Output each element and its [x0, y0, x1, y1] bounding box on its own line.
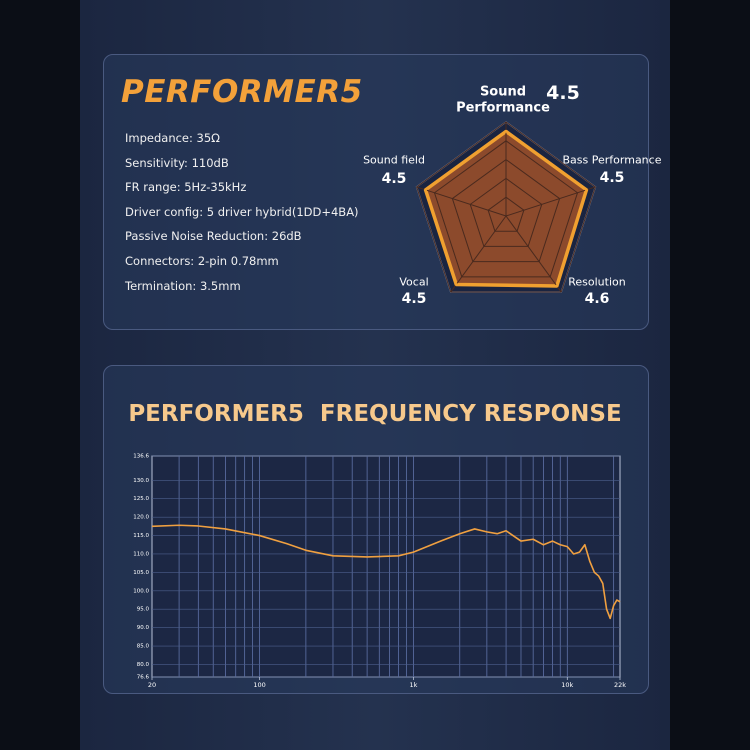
radar-point [555, 284, 559, 288]
x-tick-label: 10k [561, 681, 573, 689]
radar-label: Sound field [363, 153, 425, 167]
radar-ring [451, 158, 561, 263]
radar-label: Vocal [399, 275, 429, 289]
plot-area [151, 455, 621, 678]
y-tick-label: 90.0 [137, 625, 150, 631]
y-tick-label: 85.0 [137, 644, 150, 650]
radar-value: 4.5 [546, 82, 580, 104]
y-tick-label: 120.0 [133, 515, 149, 521]
radar-label: Resolution [568, 275, 626, 289]
y-tick-label: 130.0 [133, 478, 149, 484]
radar-spoke [416, 186, 507, 217]
radar-value: 4.5 [401, 291, 427, 307]
y-tick-label: 95.0 [137, 607, 150, 613]
radar-spoke [450, 215, 507, 293]
radar-label: Sound Performance [456, 84, 550, 115]
y-tick-label: 110.0 [133, 551, 149, 557]
radar-point [454, 282, 458, 286]
fr-line [151, 524, 621, 620]
radar-point [504, 129, 508, 133]
radar-value: 4.5 [381, 171, 407, 187]
spec-line: FR range: 5Hz-35kHz [125, 180, 247, 195]
spec-line: Termination: 3.5mm [125, 278, 241, 293]
radar-ring [469, 177, 543, 247]
y-tick-label: 100.0 [133, 588, 149, 594]
y-tick-label: 80.0 [137, 662, 150, 668]
spec-line: Connectors: 2-pin 0.78mm [125, 254, 279, 268]
y-tick-label: 105.0 [133, 570, 149, 576]
radar-ring [487, 196, 525, 232]
y-tick-label: 136.6 [133, 454, 149, 460]
spec-line: Driver config: 5 driver hybrid(1DD+4BA) [125, 204, 359, 219]
radar-label: Bass Performance [562, 153, 662, 167]
spec-line: Impedance: 35Ω [125, 131, 220, 145]
y-tick-label: 76.6 [137, 675, 150, 681]
spec-line: Passive Noise Reduction: 26dB [125, 229, 302, 244]
radar-ring [416, 121, 596, 293]
radar-spoke [505, 215, 562, 293]
y-tick-label: 115.0 [133, 533, 149, 539]
radar-ring [433, 140, 579, 278]
spec-line: Sensitivity: 110dB [125, 155, 229, 170]
y-tick-label: 125.0 [133, 496, 149, 502]
radar-value: 4.5 [599, 170, 625, 186]
radar-point [424, 188, 428, 192]
fr-title: PERFORMER5 FREQUENCY RESPONSE [128, 401, 622, 427]
x-tick-label: 22k [614, 681, 626, 689]
x-tick-label: 1k [409, 681, 417, 689]
radar-value: 4.6 [584, 291, 610, 307]
x-tick-label: 100 [253, 681, 265, 689]
radar-point [584, 188, 588, 192]
x-tick-label: 20 [148, 681, 156, 689]
radar-spoke [505, 186, 596, 217]
product-title: PERFORMER5 [121, 74, 363, 110]
